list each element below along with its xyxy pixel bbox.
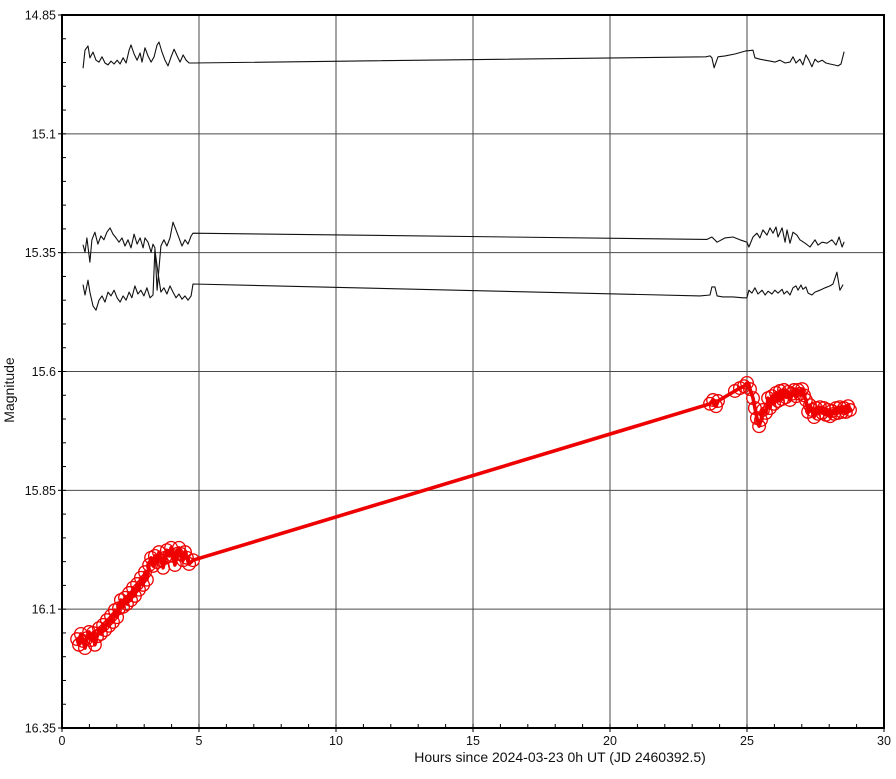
y-tick-label: 15.1 [32, 127, 56, 141]
x-tick-label: 0 [59, 734, 66, 748]
x-tick-label: 5 [196, 734, 203, 748]
series-line-comp-star-3 [82, 249, 844, 311]
data-point-marker [126, 580, 140, 595]
series-line-target-variable-star [75, 381, 852, 650]
data-point-marker [119, 596, 134, 611]
y-axis-title: Magnitude [1, 357, 17, 423]
data-point-marker [182, 557, 197, 571]
y-tick-label: 14.85 [25, 9, 56, 23]
data-point-marker [755, 403, 770, 417]
data-point-marker [767, 396, 782, 411]
plot-border [61, 14, 885, 729]
y-tick-label: 16.35 [25, 722, 56, 736]
data-point-marker [139, 572, 154, 587]
x-tick-label: 10 [329, 734, 343, 748]
data-point-marker [118, 590, 132, 605]
data-point-marker [93, 626, 108, 641]
data-point-marker [92, 621, 106, 636]
y-tick-label: 15.85 [25, 484, 56, 498]
x-axis-title: Hours since 2024-03-23 0h UT (JD 2460392… [414, 749, 706, 765]
data-point-marker [179, 550, 194, 565]
data-point-marker [110, 610, 125, 625]
data-point-marker [740, 375, 754, 390]
data-point-marker [746, 391, 760, 406]
data-point-marker [711, 394, 725, 408]
data-point-marker [186, 553, 200, 568]
data-point-marker [98, 623, 112, 638]
data-point-marker [843, 403, 857, 417]
data-point-marker [102, 618, 117, 633]
data-point-marker [743, 382, 757, 397]
data-point-marker [706, 393, 720, 407]
x-tick-label: 15 [466, 734, 480, 748]
x-tick-label: 30 [877, 734, 891, 748]
data-point-marker [99, 613, 114, 628]
data-point-marker [87, 637, 102, 652]
data-point-marker [703, 396, 717, 411]
data-point-marker [754, 413, 768, 427]
x-tick-label: 20 [603, 734, 617, 748]
y-tick-label: 15.6 [32, 365, 56, 379]
data-point-marker [752, 419, 767, 434]
data-point-marker [167, 558, 182, 572]
series-line-comp-star-1 [82, 41, 845, 69]
x-tick-label: 25 [740, 734, 754, 748]
y-tick-label: 15.35 [25, 246, 56, 260]
y-tick-label: 16.1 [32, 603, 56, 617]
series-line-comp-star-2 [82, 221, 845, 291]
data-point-marker [758, 405, 773, 420]
